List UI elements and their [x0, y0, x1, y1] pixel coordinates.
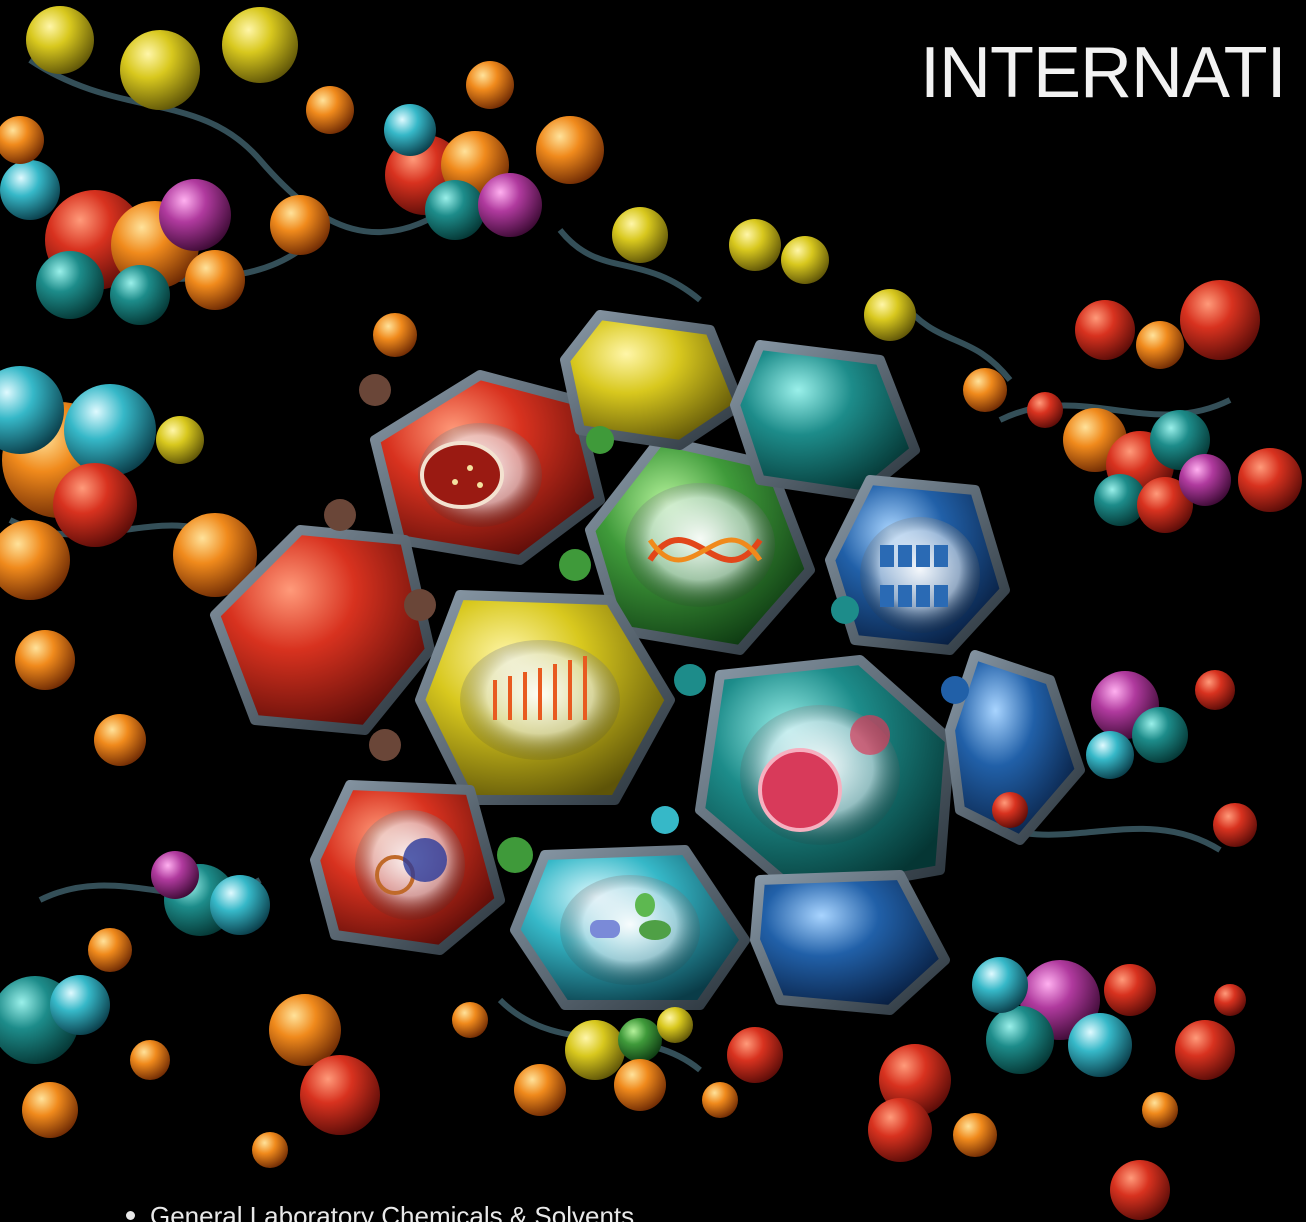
- bullet-item: General Laboratory Chemicals & Solvents: [120, 1200, 920, 1222]
- joint-nodes: [324, 374, 969, 873]
- bottom-molecule-cluster: [452, 1002, 783, 1118]
- lab-glassware-icon: [375, 838, 447, 895]
- hex-top-green: [560, 310, 745, 450]
- headline: INTERNATI: [920, 33, 1287, 113]
- right-molecule-cluster: [868, 280, 1302, 1220]
- cell-windows: [355, 423, 980, 985]
- petri-dish-icon: [420, 441, 504, 509]
- hex-bottom-blue: [750, 870, 950, 1015]
- bullet-dot-icon: [126, 1211, 135, 1220]
- cell-culture-icon: [758, 748, 842, 832]
- hex-left-red: [210, 525, 435, 735]
- left-molecule-cluster: [0, 6, 380, 1168]
- hex-top-teal: [730, 340, 920, 500]
- test-tube-rack-icon: [493, 656, 587, 720]
- hex-right-blue: [945, 650, 1085, 845]
- top-molecule-cluster: [270, 61, 916, 357]
- honeycomb: [210, 310, 1085, 1015]
- plant-research-icon: [590, 893, 671, 940]
- bullet-item-text: General Laboratory Chemicals & Solvents: [150, 1201, 635, 1222]
- bullet-list: General Laboratory Chemicals & Solvents: [120, 1200, 920, 1222]
- warehouse-drums-icon: [880, 545, 948, 607]
